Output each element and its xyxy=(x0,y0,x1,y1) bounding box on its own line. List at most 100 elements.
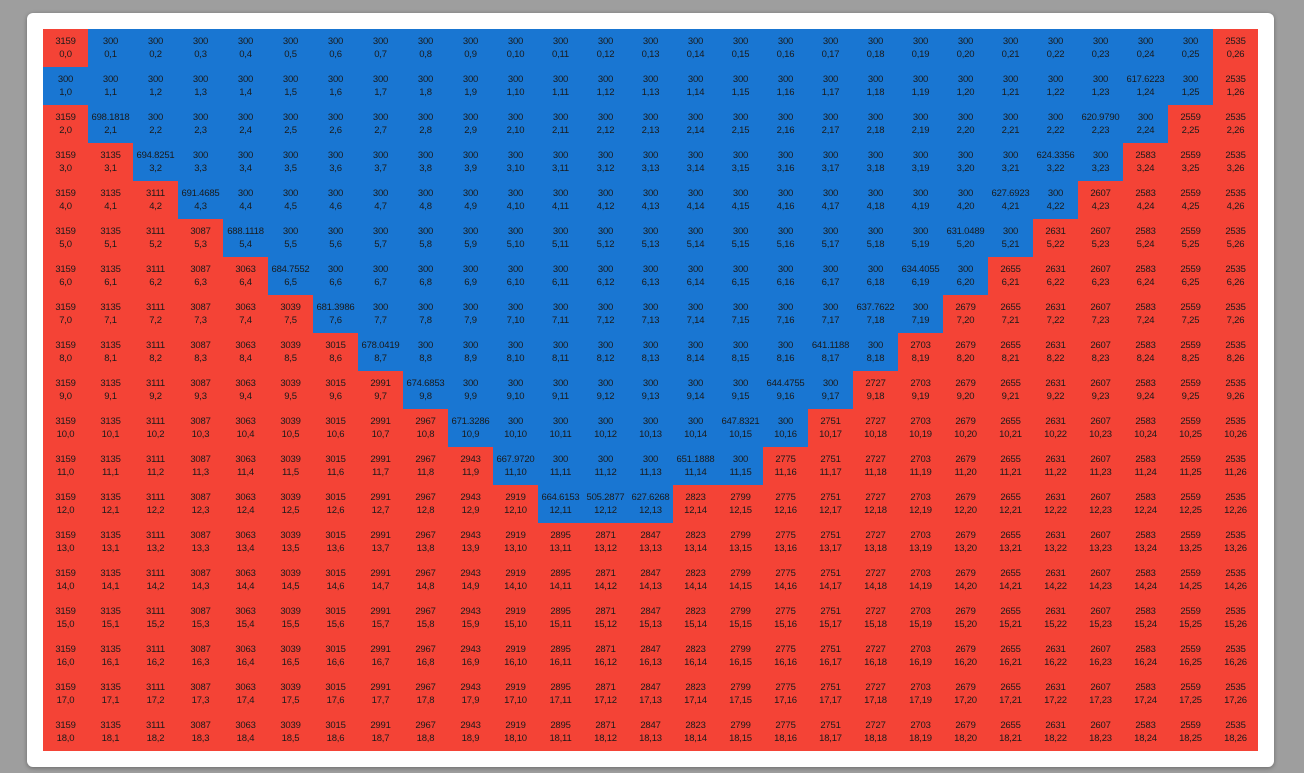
cell-value: 300 xyxy=(192,36,209,47)
cell-index: 2,13 xyxy=(641,125,660,136)
grid-cell: 300 8,13 xyxy=(628,333,673,371)
grid-cell: 300 4,15 xyxy=(718,181,763,219)
grid-cell: 2607 6,23 xyxy=(1078,257,1123,295)
grid-cell: 2535 9,26 xyxy=(1213,371,1258,409)
cell-index: 15,18 xyxy=(864,619,887,630)
cell-index: 15,2 xyxy=(146,619,165,630)
cell-index: 8,5 xyxy=(284,353,297,364)
cell-value: 684.7552 xyxy=(271,264,310,275)
cell-value: 2631 xyxy=(1045,606,1066,617)
cell-value: 2847 xyxy=(640,568,661,579)
cell-value: 300 xyxy=(372,150,389,161)
cell-index: 3,8 xyxy=(419,163,432,174)
grid-cell: 300 7,9 xyxy=(448,295,493,333)
grid-cell: 2607 11,23 xyxy=(1078,447,1123,485)
cell-index: 14,18 xyxy=(864,581,887,592)
cell-index: 6,12 xyxy=(596,277,615,288)
cell-index: 1,24 xyxy=(1136,87,1155,98)
cell-index: 0,1 xyxy=(104,49,117,60)
cell-value: 2607 xyxy=(1090,720,1111,731)
cell-index: 3,12 xyxy=(596,163,615,174)
grid-cell: 300 6,18 xyxy=(853,257,898,295)
grid-cell: 300 1,16 xyxy=(763,67,808,105)
grid-cell: 3039 10,5 xyxy=(268,409,313,447)
grid-cell: 3087 17,3 xyxy=(178,675,223,713)
cell-index: 9,20 xyxy=(956,391,975,402)
grid-cell: 2535 15,26 xyxy=(1213,599,1258,637)
cell-index: 6,7 xyxy=(374,277,387,288)
cell-index: 16,3 xyxy=(191,657,210,668)
grid-cell: 2655 16,21 xyxy=(988,637,1033,675)
cell-index: 10,5 xyxy=(281,429,300,440)
cell-value: 2967 xyxy=(415,606,436,617)
grid-cell: 2871 14,12 xyxy=(583,561,628,599)
cell-value: 300 xyxy=(552,112,569,123)
grid-cell: 2991 10,7 xyxy=(358,409,403,447)
cell-index: 0,4 xyxy=(239,49,252,60)
cell-value: 300 xyxy=(597,188,614,199)
cell-index: 9,19 xyxy=(911,391,930,402)
grid-cell: 300 6,10 xyxy=(493,257,538,295)
cell-index: 7,13 xyxy=(641,315,660,326)
grid-cell: 300 6,12 xyxy=(583,257,628,295)
grid-cell: 2703 10,19 xyxy=(898,409,943,447)
cell-index: 6,16 xyxy=(776,277,795,288)
cell-index: 10,11 xyxy=(549,429,572,440)
cell-value: 2655 xyxy=(1000,378,1021,389)
cell-value: 2943 xyxy=(460,492,481,503)
cell-index: 8,4 xyxy=(239,353,252,364)
cell-value: 300 xyxy=(597,150,614,161)
grid-cell: 2799 12,15 xyxy=(718,485,763,523)
grid-cell: 300 4,12 xyxy=(583,181,628,219)
grid-cell: 3063 8,4 xyxy=(223,333,268,371)
cell-index: 8,25 xyxy=(1181,353,1200,364)
cell-value: 647.8321 xyxy=(721,416,760,427)
grid-cell: 3159 11,0 xyxy=(43,447,88,485)
cell-index: 18,8 xyxy=(416,733,435,744)
grid-cell: 3159 18,0 xyxy=(43,713,88,751)
grid-cell: 3159 13,0 xyxy=(43,523,88,561)
cell-index: 11,12 xyxy=(594,467,617,478)
cell-value: 300 xyxy=(687,74,704,85)
cell-value: 300 xyxy=(462,264,479,275)
cell-value: 300 xyxy=(372,112,389,123)
grid-cell: 3135 3,1 xyxy=(88,143,133,181)
cell-index: 7,0 xyxy=(59,315,72,326)
cell-index: 9,7 xyxy=(374,391,387,402)
cell-index: 17,5 xyxy=(281,695,300,706)
cell-index: 12,22 xyxy=(1044,505,1067,516)
grid-cell: 2895 18,11 xyxy=(538,713,583,751)
cell-value: 2751 xyxy=(820,682,841,693)
cell-index: 13,13 xyxy=(639,543,662,554)
grid-cell: 2751 13,17 xyxy=(808,523,853,561)
cell-value: 2607 xyxy=(1090,492,1111,503)
cell-value: 2535 xyxy=(1225,682,1246,693)
cell-index: 11,19 xyxy=(909,467,932,478)
cell-value: 300 xyxy=(687,416,704,427)
cell-value: 3159 xyxy=(55,530,76,541)
cell-index: 14,21 xyxy=(999,581,1022,592)
cell-index: 14,17 xyxy=(819,581,842,592)
cell-value: 3087 xyxy=(190,492,211,503)
cell-value: 300 xyxy=(642,264,659,275)
cell-index: 5,4 xyxy=(239,239,252,250)
cell-value: 300 xyxy=(777,302,794,313)
cell-value: 2607 xyxy=(1090,340,1111,351)
grid-cell: 2967 18,8 xyxy=(403,713,448,751)
cell-value: 2535 xyxy=(1225,112,1246,123)
grid-cell: 2703 9,19 xyxy=(898,371,943,409)
cell-value: 2535 xyxy=(1225,644,1246,655)
cell-index: 14,19 xyxy=(909,581,932,592)
cell-index: 10,13 xyxy=(639,429,662,440)
cell-value: 2583 xyxy=(1135,720,1156,731)
cell-value: 300 xyxy=(687,150,704,161)
grid-cell: 300 3,8 xyxy=(403,143,448,181)
cell-index: 1,13 xyxy=(641,87,660,98)
cell-index: 12,16 xyxy=(774,505,797,516)
grid-cell: 3111 16,2 xyxy=(133,637,178,675)
grid-cell: 2607 14,23 xyxy=(1078,561,1123,599)
grid-cell: 300 1,18 xyxy=(853,67,898,105)
cell-index: 10,1 xyxy=(101,429,120,440)
cell-value: 300 xyxy=(597,36,614,47)
cell-index: 11,15 xyxy=(729,467,752,478)
